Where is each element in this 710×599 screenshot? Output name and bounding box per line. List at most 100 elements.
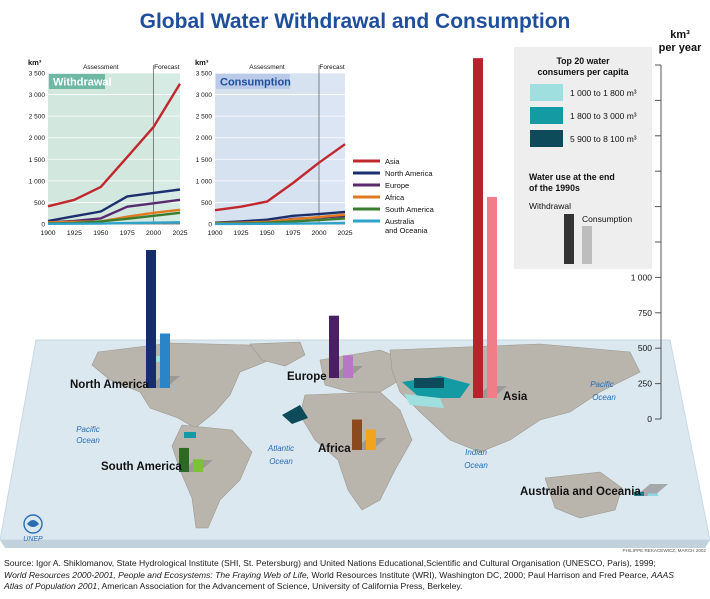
inset-title: Consumption bbox=[220, 77, 291, 89]
region-label: Africa bbox=[318, 443, 351, 455]
source-line-3: Atlas of Population 2001, American Assoc… bbox=[4, 581, 462, 591]
consumption-bar bbox=[193, 459, 203, 472]
consumption-bar bbox=[648, 493, 658, 496]
consumption-bar bbox=[343, 355, 353, 378]
y-tick-label: 0 bbox=[41, 222, 45, 229]
series-line-australia-and-oceania bbox=[215, 221, 346, 226]
axis-unit-per-year: per year bbox=[659, 42, 703, 54]
consumption-bar bbox=[160, 333, 170, 388]
y-tick-label: 2 500 bbox=[29, 114, 46, 121]
map-edge bbox=[0, 540, 710, 548]
axis-tick-label: 250 bbox=[638, 379, 652, 389]
inset-legend-label: North America bbox=[385, 169, 433, 178]
inset-unit-label: km³ bbox=[28, 58, 42, 67]
south-america-shape bbox=[171, 424, 253, 529]
y-tick-label: 1 000 bbox=[29, 178, 46, 185]
inset-legend-label: and Oceania bbox=[385, 226, 428, 235]
consumer-highlights bbox=[150, 356, 470, 438]
greenland-shape bbox=[249, 341, 306, 367]
legend-consumption-bar bbox=[582, 226, 592, 264]
x-tick-label: 1925 bbox=[67, 230, 82, 237]
legend-item-label: 1 000 to 1 800 m³ bbox=[570, 88, 637, 98]
x-tick-label: 2025 bbox=[337, 230, 352, 237]
highlight-africa-west bbox=[282, 405, 308, 424]
axis-tick-label: 0 bbox=[647, 414, 652, 424]
source-line-2: World Resources 2000-2001, People and Ec… bbox=[4, 570, 674, 580]
inset-legend-label: South America bbox=[385, 205, 435, 214]
y-tick-label: 0 bbox=[208, 222, 212, 229]
x-tick-label: 1950 bbox=[93, 230, 108, 237]
unep-label: UNEP bbox=[23, 536, 43, 543]
withdrawal-bar bbox=[179, 447, 189, 472]
ocean-label: Ocean bbox=[76, 436, 100, 445]
region-label: Asia bbox=[503, 391, 528, 403]
withdrawal-inset-chart: 0 500 1 000 1 500 2 000 2 500 3 000 3 500 1900 19… bbox=[28, 58, 188, 237]
consumption-bar bbox=[366, 429, 376, 450]
source-line-1: Source: Igor A. Shiklomanov, State Hydro… bbox=[4, 558, 656, 568]
europe-shape bbox=[319, 349, 411, 393]
legend-swatch bbox=[530, 84, 563, 101]
unep-logo: UNEP bbox=[23, 514, 43, 543]
region-label: North America bbox=[70, 379, 149, 391]
series-line-asia bbox=[214, 143, 346, 212]
legend-title-line2: consumers per capita bbox=[538, 67, 629, 77]
legend-panel: Top 20 water consumers per capita 1 000 … bbox=[514, 47, 652, 269]
x-tick-label: 1900 bbox=[40, 230, 55, 237]
ocean-label: Pacific bbox=[76, 425, 100, 434]
inset-legend-label: Australia bbox=[385, 217, 415, 226]
y-tick-label: 3 500 bbox=[29, 71, 46, 78]
assessment-label: Assessment bbox=[83, 64, 119, 71]
source-text: World Resources Institute (WRI), Washing… bbox=[309, 570, 652, 580]
region-bars bbox=[146, 58, 668, 496]
legend-swatch bbox=[530, 130, 563, 147]
withdrawal-bar bbox=[352, 419, 362, 450]
assessment-label: Assessment bbox=[249, 64, 285, 71]
x-tick-label: 1975 bbox=[285, 230, 300, 237]
source-text: , American Association for the Advanceme… bbox=[97, 581, 463, 591]
series-line-australia-and-oceania bbox=[47, 221, 181, 225]
legend-item-label: 1 800 to 3 000 m³ bbox=[570, 111, 637, 121]
y-tick-label: 1 000 bbox=[196, 178, 213, 185]
unep-emblem-icon bbox=[23, 514, 43, 534]
ocean-label: Atlantic bbox=[267, 444, 294, 453]
ocean-label: Ocean bbox=[269, 457, 293, 466]
x-tick-label: 1950 bbox=[259, 230, 274, 237]
consumption-inset-chart: 0 500 1 000 1 500 2 000 2 500 3 000 3 500 1900 19… bbox=[195, 58, 353, 237]
y-tick-label: 3 500 bbox=[196, 71, 213, 78]
chart-title: Global Water Withdrawal and Consumption bbox=[140, 10, 571, 33]
continents bbox=[91, 341, 641, 529]
axis-tick-label: 500 bbox=[638, 343, 652, 353]
australia-shape bbox=[544, 471, 623, 519]
inset-unit-label: km³ bbox=[195, 58, 209, 67]
x-tick-label: 2000 bbox=[311, 230, 326, 237]
forecast-label: Forecast bbox=[319, 64, 344, 71]
region-label: Australia and Oceania bbox=[520, 486, 641, 498]
x-tick-label: 1975 bbox=[120, 230, 135, 237]
legend-withdrawal-bar bbox=[564, 214, 574, 264]
y-tick-label: 500 bbox=[34, 200, 45, 207]
legend-consumption-label: Consumption bbox=[582, 214, 632, 224]
y-tick-label: 3 000 bbox=[29, 92, 46, 99]
consumption-bar bbox=[487, 196, 497, 398]
legend-swatch bbox=[530, 107, 563, 124]
highlight-sa bbox=[184, 432, 196, 438]
highlight-turkmenistan bbox=[414, 378, 444, 388]
y-tick-label: 1 500 bbox=[29, 157, 46, 164]
y-tick-label: 2 000 bbox=[29, 135, 46, 142]
withdrawal-bar bbox=[146, 229, 156, 388]
legend-item-label: 5 900 to 8 100 m³ bbox=[570, 134, 637, 144]
africa-shape bbox=[299, 391, 413, 511]
region-label: South America bbox=[101, 461, 182, 473]
x-tick-label: 1900 bbox=[207, 230, 222, 237]
inset-title-badge bbox=[216, 74, 290, 89]
y-tick-label: 2 500 bbox=[196, 114, 213, 121]
x-tick-label: 2025 bbox=[172, 230, 187, 237]
assessment-band bbox=[215, 73, 319, 224]
withdrawal-bar bbox=[473, 58, 483, 398]
x-tick-label: 2000 bbox=[146, 230, 161, 237]
region-label: Europe bbox=[287, 371, 327, 383]
withdrawal-bar bbox=[329, 315, 339, 378]
inset-legend-label: Europe bbox=[385, 181, 409, 190]
